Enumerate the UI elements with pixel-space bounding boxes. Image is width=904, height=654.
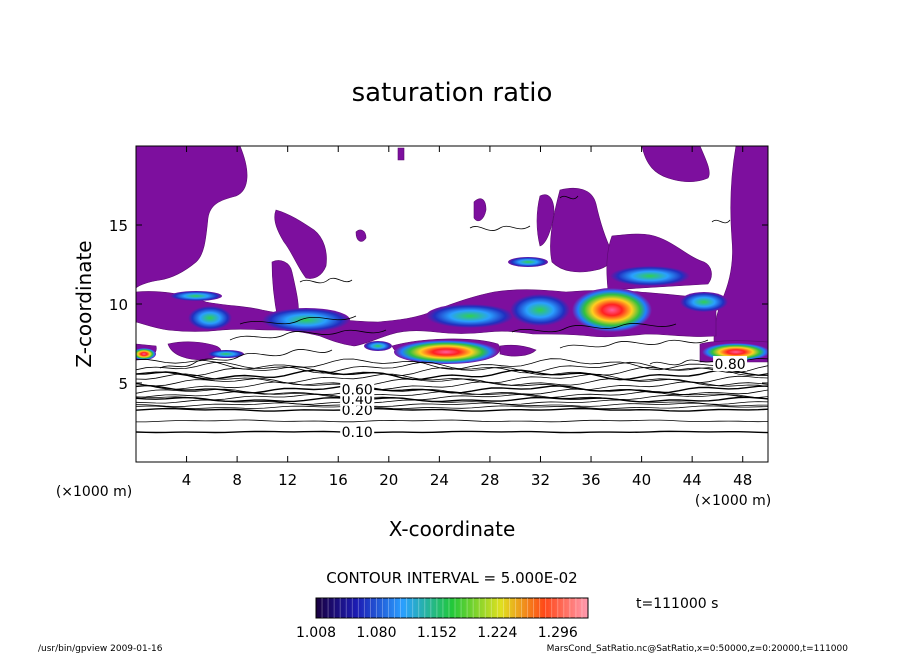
contour-line-0.65: [136, 381, 768, 390]
contour-clutter: [159, 195, 731, 369]
patch-midright-cool: [510, 294, 570, 326]
region-lower-mid: [499, 344, 537, 357]
clutter-line-5: [559, 339, 709, 349]
contour-labels: 0.100.200.400.600.80: [340, 356, 748, 441]
patch-left-cool: [262, 308, 350, 332]
clutter-line-2: [229, 329, 387, 341]
contour-line-0.35: [136, 399, 768, 405]
x-tick-label: 48: [733, 471, 752, 489]
contour-line-0.95: [136, 357, 768, 371]
y-axis-unit-left: (×1000 m): [56, 484, 132, 500]
x-tick-label: 24: [430, 471, 449, 489]
colorbar: [315, 597, 589, 619]
region-top-left: [136, 146, 248, 289]
patch-mid-cool: [426, 304, 514, 328]
contour-line-0.45: [136, 393, 768, 401]
x-axis-unit-right: (×1000 m): [695, 493, 771, 509]
region-upper-mid: [274, 209, 327, 279]
footer-right: MarsCond_SatRatio.nc@SatRatio,x=0:50000,…: [547, 644, 849, 654]
contour-label: 0.80: [714, 357, 745, 373]
patch-upper-tower: [508, 257, 548, 267]
y-tick-label: 10: [109, 296, 128, 314]
contour-line-0.20: [136, 407, 768, 412]
contour-line-0.40: [136, 396, 768, 403]
x-tick-label: 8: [232, 471, 242, 489]
region-speck-c: [473, 198, 487, 222]
region-tower-small: [536, 194, 555, 247]
x-tick-label: 20: [379, 471, 398, 489]
contour-label-bg: [713, 356, 748, 372]
contour-line-0.15: [136, 419, 768, 423]
patch-midleft-cool: [188, 306, 232, 330]
y-axis: 5 10 15: [109, 217, 768, 393]
contour-line-0.10: [136, 430, 768, 434]
contour-line-0.30: [136, 402, 768, 408]
y-tick-label: 15: [109, 217, 128, 235]
colorbar-tick-label: 1.296: [538, 625, 578, 641]
x-tick-label: 36: [581, 471, 600, 489]
x-tick-label: 44: [683, 471, 702, 489]
high-ratio-patches: [136, 257, 768, 364]
colorbar-tick-label: 1.152: [417, 625, 457, 641]
clutter-line-6: [469, 225, 531, 231]
colorbar-tick-label: 1.224: [477, 625, 517, 641]
clutter-line-4: [511, 323, 677, 333]
footer-left: /usr/bin/gpview 2009-01-16: [38, 644, 163, 654]
contour-line-0.60: [136, 384, 768, 394]
colorbar-tick-label: 1.008: [296, 625, 336, 641]
x-tick-label: 32: [531, 471, 550, 489]
contour-lines: [136, 357, 768, 434]
patch-upper-left: [170, 291, 222, 301]
patch-center-hot: [394, 340, 498, 364]
contour-label: 0.60: [342, 382, 373, 398]
colorbar-stripes: [321, 598, 583, 618]
patch-right-hot: [572, 288, 652, 332]
contour-line-0.25: [136, 405, 768, 410]
patch-far-right-cool: [680, 292, 728, 312]
patch-low-center: [364, 341, 392, 351]
clutter-line-7: [299, 277, 353, 284]
x-tick-label: 4: [182, 471, 192, 489]
time-label: t=111000 s: [636, 596, 718, 612]
patch-upper-cool: [610, 266, 690, 286]
contour-line-0.80: [136, 369, 768, 381]
contour-label: 0.20: [342, 403, 373, 419]
region-left-column: [271, 260, 299, 321]
contour-line-0.70: [136, 378, 768, 387]
region-speck-a: [397, 147, 405, 161]
contour-label: 0.10: [342, 425, 373, 441]
clutter-line-8: [559, 195, 579, 200]
contour-interval-label: CONTOUR INTERVAL = 5.000E-02: [326, 569, 577, 587]
contour-line-0.75: [136, 373, 768, 384]
contour-label-bg: [340, 423, 375, 439]
contour-line-0.90: [136, 361, 768, 374]
x-axis: 4 8 12 16 20 24 28 32 36 40 44 48: [182, 146, 752, 489]
patch-left-edge: [136, 348, 156, 360]
clutter-line-10: [649, 359, 717, 366]
patch-low-left: [208, 350, 244, 358]
y-tick-label: 5: [118, 375, 128, 393]
x-tick-label: 40: [632, 471, 651, 489]
x-axis-label: X-coordinate: [389, 517, 516, 541]
clutter-line-3: [239, 315, 357, 325]
contour-label-bg: [340, 381, 375, 397]
y-axis-label: Z-coordinate: [72, 240, 96, 367]
plot-area: 0.100.200.400.600.80: [136, 146, 768, 462]
x-tick-label: 28: [480, 471, 499, 489]
x-tick-label: 12: [278, 471, 297, 489]
region-right-top: [641, 146, 710, 183]
x-tick-label: 16: [329, 471, 348, 489]
region-speck-b: [355, 229, 367, 242]
colorbar-labels: 1.008 1.080 1.152 1.224 1.296: [296, 625, 578, 641]
colorbar-tick-label: 1.080: [356, 625, 396, 641]
clutter-line-1: [159, 349, 333, 369]
chart-title: saturation ratio: [352, 78, 553, 108]
clutter-line-9: [711, 219, 731, 224]
